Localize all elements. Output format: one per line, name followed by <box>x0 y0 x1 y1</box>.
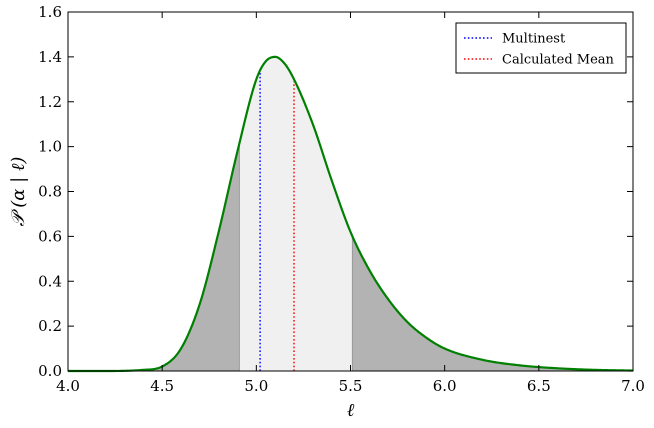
legend-box <box>455 22 627 74</box>
legend-label-1: Multinest <box>502 32 566 47</box>
x-tick-label: 7.0 <box>621 377 645 395</box>
x-tick-label: 6.0 <box>433 377 457 395</box>
lower-tail-region <box>68 143 240 371</box>
y-tick-label: 0.2 <box>38 317 62 335</box>
x-tick-label: 5.0 <box>244 377 268 395</box>
y-axis-label: 𝒫 (α | ℓ) <box>8 157 29 227</box>
axis-ticks: 4.0 4.5 5.0 5.5 6.0 6.5 7.0 0.0 0.2 0.4 0.6 0.8 1.0 1… <box>38 3 645 395</box>
x-tick-label: 6.5 <box>527 377 551 395</box>
marker-lines <box>259 72 295 371</box>
y-tick-label: 1.2 <box>38 93 62 111</box>
legend-label-2: Calculated Mean <box>502 53 615 68</box>
y-tick-label: 1.0 <box>38 138 62 156</box>
legend: Multinest Calculated Mean <box>455 22 627 74</box>
y-tick-label: 1.4 <box>38 48 62 66</box>
y-tick-label: 0.8 <box>38 183 62 201</box>
shaded-regions <box>68 56 633 371</box>
y-tick-label: 1.6 <box>38 3 62 21</box>
x-tick-label: 4.0 <box>56 377 80 395</box>
y-tick-label: 0.6 <box>38 227 62 245</box>
credible-interval-region <box>239 56 353 371</box>
y-tick-label: 0.4 <box>38 272 62 290</box>
x-tick-label: 4.5 <box>150 377 174 395</box>
x-tick-label: 5.5 <box>339 377 363 395</box>
y-tick-label: 0.0 <box>38 362 62 380</box>
upper-tail-region <box>352 236 633 371</box>
x-axis-label: ℓ <box>347 400 355 421</box>
